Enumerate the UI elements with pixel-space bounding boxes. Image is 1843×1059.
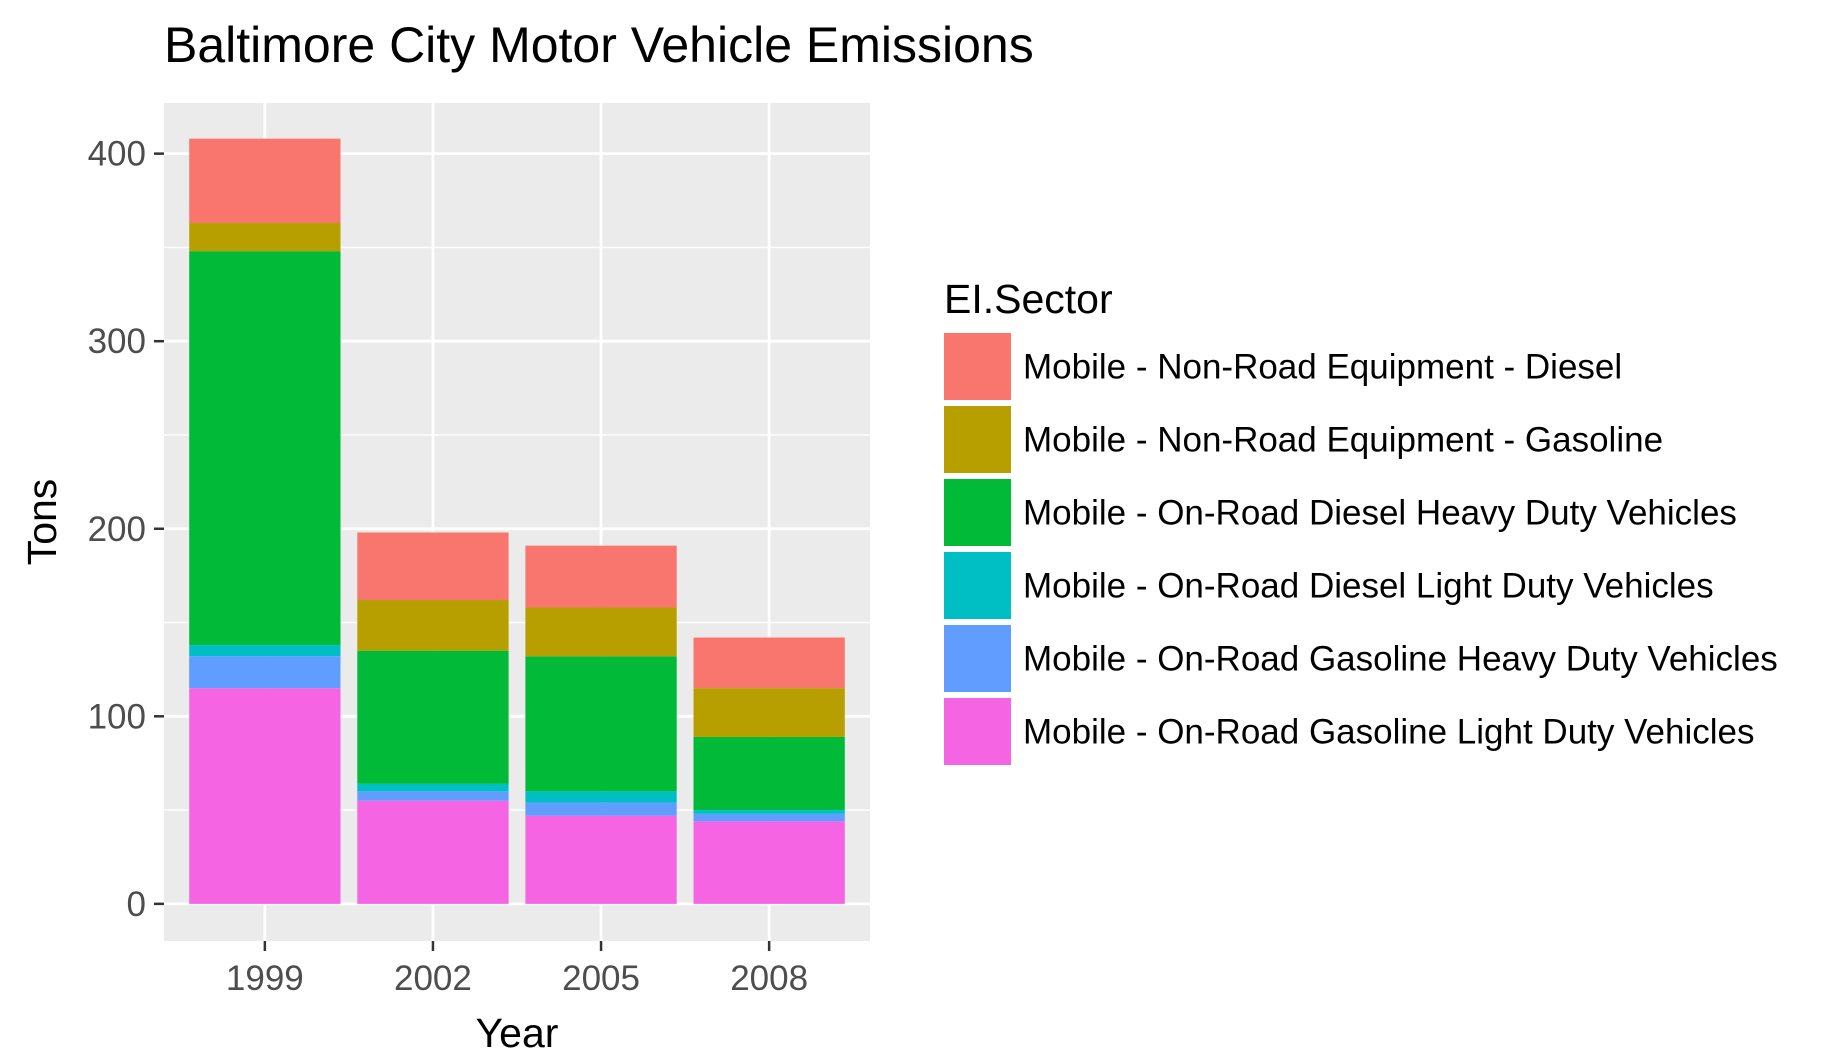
bar-segment	[189, 138, 341, 224]
legend-key	[944, 625, 1011, 692]
bar-segment	[693, 810, 845, 814]
legend-label: Mobile - On-Road Gasoline Heavy Duty Veh…	[1023, 640, 1778, 679]
y-tick-label: 400	[88, 135, 146, 174]
bars	[189, 138, 845, 904]
y-tick-label: 0	[127, 885, 146, 924]
bar-segment	[357, 650, 509, 784]
bar-segment	[357, 800, 509, 904]
legend-key	[944, 406, 1011, 473]
bar-segment	[189, 656, 341, 689]
y-axis: 0 100 200 300 400	[88, 135, 164, 924]
bar-segment	[189, 251, 341, 646]
bar-segment	[189, 223, 341, 252]
x-tick-label: 1999	[226, 959, 304, 998]
legend-label: Mobile - Non-Road Equipment - Diesel	[1023, 348, 1622, 387]
bar-segment	[525, 656, 677, 792]
bar-segment	[525, 791, 677, 803]
legend-label: Mobile - On-Road Diesel Light Duty Vehic…	[1023, 567, 1714, 606]
x-axis-title: Year	[476, 1010, 559, 1056]
legend-label: Mobile - Non-Road Equipment - Gasoline	[1023, 421, 1663, 460]
bar-segment	[189, 645, 341, 657]
legend-key	[944, 479, 1011, 546]
bar-segment	[525, 607, 677, 657]
legend-key	[944, 552, 1011, 619]
bar-segment	[525, 815, 677, 904]
bar-segment	[693, 821, 845, 904]
bar-segment	[693, 688, 845, 737]
chart-title: Baltimore City Motor Vehicle Emissions	[164, 17, 1034, 73]
bar-segment	[693, 637, 845, 689]
bar-segment	[357, 532, 509, 601]
legend: EI.Sector Mobile - Non-Road Equipment - …	[944, 276, 1778, 765]
bar-segment	[189, 688, 341, 904]
bar-segment	[525, 802, 677, 816]
y-tick-label: 200	[88, 510, 146, 549]
bar-segment	[357, 791, 509, 801]
legend-key	[944, 333, 1011, 400]
y-tick-label: 300	[88, 322, 146, 361]
legend-title: EI.Sector	[944, 276, 1113, 322]
legend-label: Mobile - On-Road Gasoline Light Duty Veh…	[1023, 713, 1754, 752]
x-tick-label: 2002	[394, 959, 472, 998]
bar-segment	[357, 600, 509, 651]
bar-segment	[693, 813, 845, 822]
legend-key	[944, 698, 1011, 765]
bar-segment	[693, 736, 845, 811]
x-tick-label: 2008	[730, 959, 808, 998]
bar-segment	[525, 545, 677, 608]
x-tick-label: 2005	[562, 959, 640, 998]
y-tick-label: 100	[88, 697, 146, 736]
y-axis-title: Tons	[19, 479, 65, 566]
x-axis: 1999 2002 2005 2008	[226, 941, 808, 998]
bar-segment	[357, 783, 509, 792]
legend-label: Mobile - On-Road Diesel Heavy Duty Vehic…	[1023, 494, 1737, 533]
